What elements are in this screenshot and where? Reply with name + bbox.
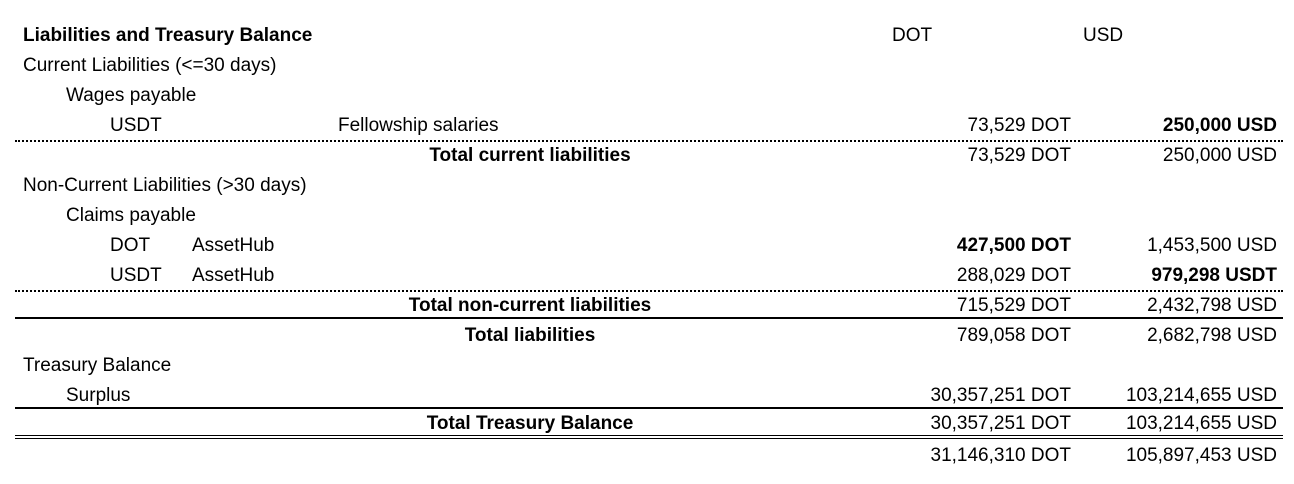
total-liabilities-row: Total liabilities 789,058 DOT 2,682,798 …	[0, 321, 1294, 351]
usd-amount-cell: 250,000 USD	[1162, 145, 1277, 166]
table-row: USDT AssetHub 288,029 DOT 979,298 USDT	[0, 261, 1294, 291]
usd-amount-cell: 2,432,798 USD	[1147, 295, 1277, 316]
total-treasury-balance-row: Total Treasury Balance 30,357,251 DOT 10…	[0, 409, 1294, 439]
usd-amount-cell: 103,214,655 USD	[1125, 413, 1277, 434]
table-row: DOT AssetHub 427,500 DOT 1,453,500 USD	[0, 231, 1294, 261]
description-cell: AssetHub	[192, 235, 275, 256]
total-label: Total Treasury Balance	[426, 413, 634, 434]
section-label: Treasury Balance	[23, 355, 172, 376]
dotted-divider	[15, 290, 1283, 292]
usd-amount-cell: 250,000 USD	[1162, 115, 1277, 136]
dot-amount-cell: 31,146,310 DOT	[930, 445, 1071, 466]
usd-amount-cell: 105,897,453 USD	[1125, 445, 1277, 466]
description-cell: Fellowship salaries	[338, 115, 499, 136]
current-liabilities-heading: Current Liabilities (<=30 days)	[0, 51, 1294, 81]
surplus-row: Surplus 30,357,251 DOT 103,214,655 USD	[0, 381, 1294, 411]
usd-amount-cell: 1,453,500 USD	[1147, 235, 1277, 256]
header-row: Liabilities and Treasury Balance DOT USD	[0, 21, 1294, 51]
dot-amount-cell: 73,529 DOT	[967, 145, 1072, 166]
column-header-dot: DOT	[892, 25, 933, 46]
treasury-balance-heading: Treasury Balance	[0, 351, 1294, 381]
total-label: Total non-current liabilities	[408, 295, 652, 316]
grand-total-row: 31,146,310 DOT 105,897,453 USD	[0, 441, 1294, 471]
dot-amount-cell: 73,529 DOT	[967, 115, 1072, 136]
surplus-label: Surplus	[66, 385, 131, 406]
dot-amount-cell: 715,529 DOT	[956, 295, 1071, 316]
solid-divider	[15, 407, 1283, 409]
dot-amount-cell: 427,500 DOT	[956, 235, 1071, 256]
solid-divider	[15, 317, 1283, 319]
section-label: Current Liabilities (<=30 days)	[23, 55, 277, 76]
dot-amount-cell: 288,029 DOT	[956, 265, 1071, 286]
table-row: USDT Fellowship salaries 73,529 DOT 250,…	[0, 111, 1294, 141]
noncurrent-liabilities-heading: Non-Current Liabilities (>30 days)	[0, 171, 1294, 201]
asset-cell: USDT	[110, 265, 162, 286]
dot-amount-cell: 789,058 DOT	[956, 325, 1071, 346]
usd-amount-cell: 979,298 USDT	[1151, 265, 1277, 286]
total-label: Total current liabilities	[429, 145, 631, 166]
section-label: Non-Current Liabilities (>30 days)	[23, 175, 307, 196]
total-current-liabilities-row: Total current liabilities 73,529 DOT 250…	[0, 141, 1294, 171]
description-cell: AssetHub	[192, 265, 275, 286]
dot-amount-cell: 30,357,251 DOT	[930, 413, 1071, 434]
claims-payable-heading: Claims payable	[0, 201, 1294, 231]
asset-cell: USDT	[110, 115, 162, 136]
wages-payable-heading: Wages payable	[0, 81, 1294, 111]
asset-cell: DOT	[110, 235, 151, 256]
total-label: Total liabilities	[464, 325, 596, 346]
subsection-label: Claims payable	[66, 205, 196, 226]
dot-amount-cell: 30,357,251 DOT	[930, 385, 1071, 406]
double-divider	[15, 435, 1283, 439]
usd-amount-cell: 2,682,798 USD	[1147, 325, 1277, 346]
dotted-divider	[15, 140, 1283, 142]
column-header-usd: USD	[1083, 25, 1124, 46]
subsection-label: Wages payable	[66, 85, 197, 106]
sheet-title: Liabilities and Treasury Balance	[23, 25, 313, 46]
usd-amount-cell: 103,214,655 USD	[1125, 385, 1277, 406]
total-noncurrent-liabilities-row: Total non-current liabilities 715,529 DO…	[0, 291, 1294, 321]
